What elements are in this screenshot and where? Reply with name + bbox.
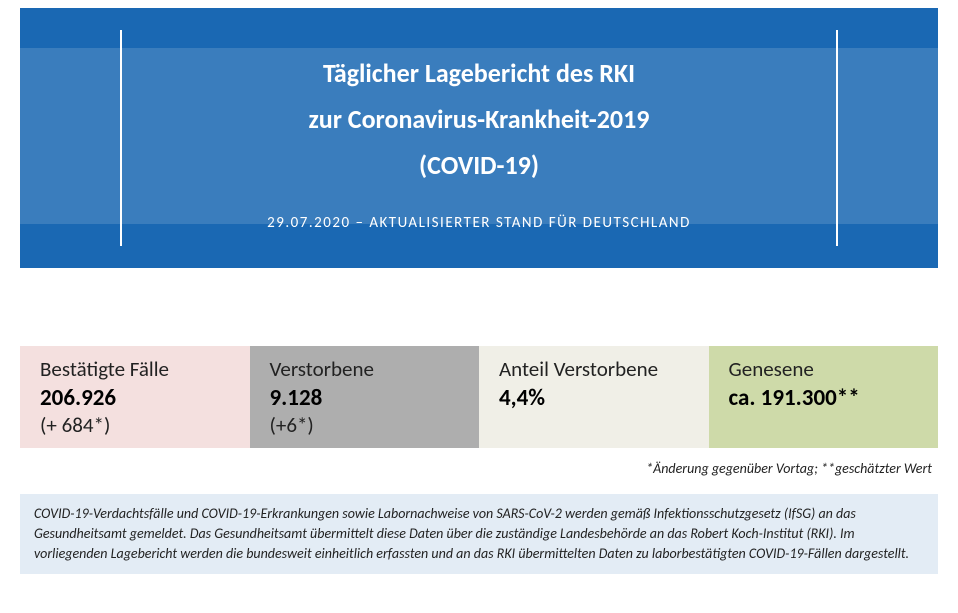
disclaimer-text: COVID-19-Verdachtsfälle und COVID-19-Erk… (34, 505, 909, 562)
report-banner: Täglicher Lagebericht des RKI zur Corona… (20, 8, 938, 268)
stat-recovered: Genesene ca. 191.300** (709, 346, 939, 448)
banner-text: Täglicher Lagebericht des RKI zur Corona… (120, 50, 838, 232)
disclaimer-box: COVID-19-Verdachtsfälle und COVID-19-Erk… (20, 494, 938, 574)
stat-value: 206.926 (40, 384, 244, 412)
stat-delta: (+6*) (270, 412, 474, 438)
stat-confirmed: Bestätigte Fälle 206.926 (+ 684*) (20, 346, 250, 448)
stat-label: Genesene (729, 356, 933, 382)
stats-row: Bestätigte Fälle 206.926 (+ 684*) Versto… (20, 346, 938, 448)
stat-label: Bestätigte Fälle (40, 356, 244, 382)
stat-delta: (+ 684*) (40, 412, 244, 438)
banner-title-line3: (COVID-19) (120, 142, 838, 188)
stat-value: 9.128 (270, 384, 474, 412)
banner-title-line1: Täglicher Lagebericht des RKI (120, 50, 838, 96)
stats-footnote: *Änderung gegenüber Vortag; **geschätzte… (20, 460, 938, 477)
stat-label: Anteil Verstorbene (499, 356, 703, 382)
banner-title-line2: zur Coronavirus-Krankheit-2019 (120, 96, 838, 142)
stat-share-deceased: Anteil Verstorbene 4,4% (479, 346, 709, 448)
stat-deceased: Verstorbene 9.128 (+6*) (250, 346, 480, 448)
banner-subtitle: 29.07.2020 – AKTUALISIERTER STAND FÜR DE… (120, 214, 838, 232)
stat-value: 4,4% (499, 384, 703, 412)
stat-value: ca. 191.300** (729, 384, 933, 412)
stat-label: Verstorbene (270, 356, 474, 382)
